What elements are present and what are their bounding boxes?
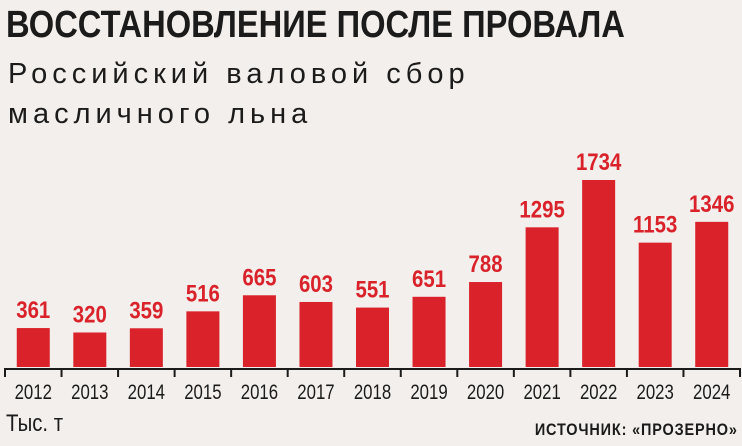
data-label-2017: 603: [299, 270, 333, 297]
data-label-2022: 1734: [576, 148, 622, 175]
x-tick-label-2021: 2021: [523, 381, 560, 404]
bar-2023: [638, 242, 672, 367]
data-label-2021: 1295: [519, 196, 564, 223]
x-tick-label-2020: 2020: [467, 381, 504, 404]
bar-2016: [242, 295, 276, 367]
bar-2015: [186, 311, 220, 367]
x-tick-label-2019: 2019: [410, 381, 447, 404]
bar-2018: [356, 307, 389, 367]
x-tick-label-2023: 2023: [637, 381, 674, 404]
data-label-2018: 551: [355, 276, 389, 303]
x-tick-label-2018: 2018: [354, 381, 391, 404]
bar-2020: [469, 282, 503, 367]
x-tick-label-2014: 2014: [128, 381, 166, 404]
x-tick-label-2022: 2022: [580, 381, 617, 404]
chart-subtitle-line-2: масличного льна: [8, 98, 313, 130]
unit-label: Тыс. т: [6, 410, 64, 437]
x-tick-label-2013: 2013: [71, 381, 108, 404]
x-tick-label-2015: 2015: [184, 381, 221, 404]
bar-2021: [525, 227, 559, 367]
x-tick-label-2016: 2016: [241, 381, 278, 404]
bar-2013: [73, 332, 107, 367]
chart-subtitle-line-1: Российский валовой сбор: [8, 58, 470, 90]
bar-2022: [582, 180, 616, 367]
data-label-2024: 1346: [689, 190, 734, 217]
data-label-2015: 516: [186, 280, 220, 307]
data-label-2020: 788: [469, 250, 503, 277]
data-label-2014: 359: [129, 297, 163, 324]
source-label: ИСТОЧНИК: «ПРОЗЕРНО»: [535, 420, 738, 439]
data-label-2012: 361: [16, 297, 50, 324]
x-tick-label-2024: 2024: [693, 381, 731, 404]
data-label-2016: 665: [242, 264, 276, 291]
bar-2014: [129, 328, 163, 367]
x-tick-label-2017: 2017: [297, 381, 334, 404]
bar-2017: [299, 301, 333, 367]
data-label-2019: 651: [412, 265, 446, 292]
data-label-2023: 1153: [633, 211, 677, 238]
data-label-2013: 320: [73, 301, 107, 328]
chart-title: ВОССТАНОВЛЕНИЕ ПОСЛЕ ПРОВАЛА: [6, 4, 625, 46]
x-tick-label-2012: 2012: [15, 381, 52, 404]
bar-2012: [16, 328, 50, 367]
bar-2024: [695, 221, 729, 367]
bar-2019: [412, 296, 446, 367]
